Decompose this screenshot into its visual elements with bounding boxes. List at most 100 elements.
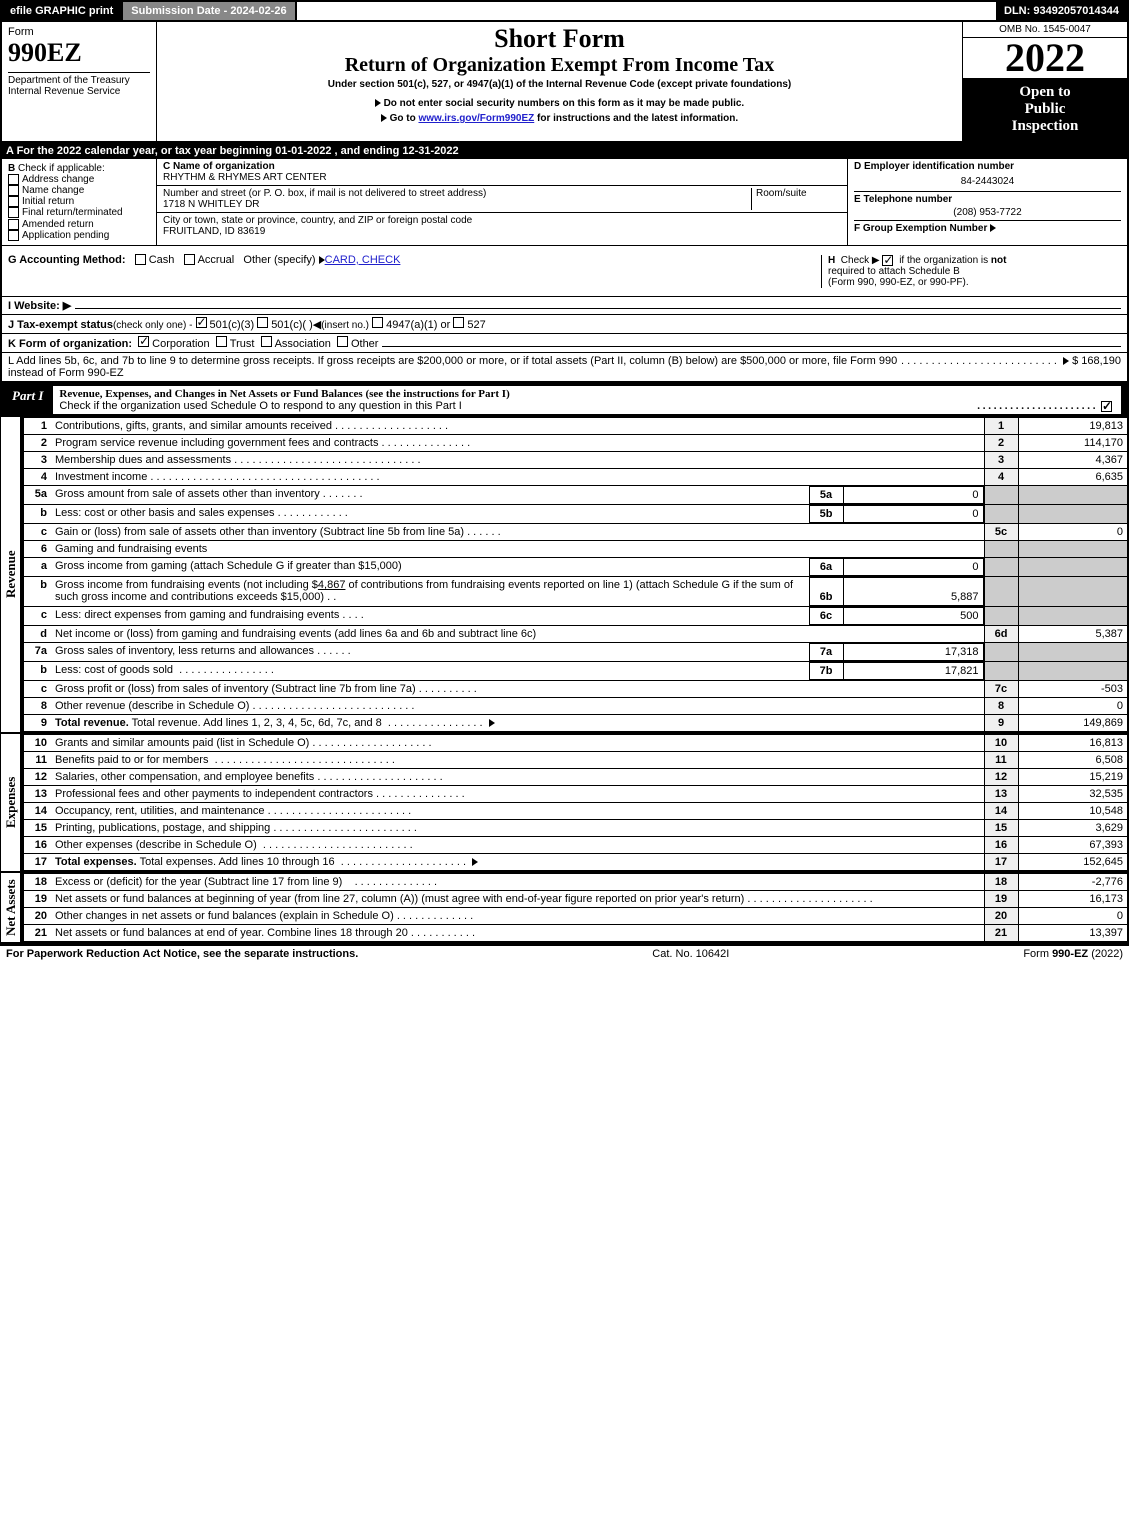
checkbox-501c3[interactable] bbox=[196, 317, 207, 328]
row-10: 10Grants and similar amounts paid (list … bbox=[23, 734, 1128, 751]
row-15: 15Printing, publications, postage, and s… bbox=[23, 819, 1128, 836]
arrow-icon bbox=[375, 99, 381, 107]
opt-accrual: Accrual bbox=[198, 254, 235, 266]
arrow-icon bbox=[381, 114, 387, 122]
row-3: 3Membership dues and assessments . . . .… bbox=[23, 451, 1128, 468]
accounting-method-value[interactable]: CARD, CHECK bbox=[325, 254, 401, 266]
org-address: 1718 N WHITLEY DR bbox=[163, 199, 260, 210]
checkbox-527[interactable] bbox=[453, 317, 464, 328]
arrow-icon bbox=[990, 224, 996, 232]
title-short-form: Short Form bbox=[163, 24, 956, 54]
b-label: B bbox=[8, 163, 15, 174]
checkbox-application-pending[interactable] bbox=[8, 230, 19, 241]
f-group-label: F Group Exemption Number bbox=[854, 223, 987, 234]
row-14: 14Occupancy, rent, utilities, and mainte… bbox=[23, 802, 1128, 819]
opt-association: Association bbox=[275, 338, 331, 350]
h-text1: if the organization is bbox=[899, 255, 991, 266]
h-not: not bbox=[991, 255, 1007, 266]
checkbox-final-return[interactable] bbox=[8, 207, 19, 218]
footer-form-no: 990-EZ bbox=[1052, 948, 1088, 960]
opt-other-org: Other bbox=[351, 338, 379, 350]
checkbox-address-change[interactable] bbox=[8, 174, 19, 185]
dept-treasury: Department of the Treasury bbox=[8, 75, 150, 86]
opt-501c: 501(c)( ) bbox=[271, 319, 313, 331]
row-13: 13Professional fees and other payments t… bbox=[23, 785, 1128, 802]
j-label: J Tax-exempt status bbox=[8, 319, 113, 331]
opt-initial-return: Initial return bbox=[22, 196, 74, 207]
ein-value: 84-2443024 bbox=[854, 172, 1121, 191]
part-1-title-sub: (see the instructions for Part I) bbox=[365, 388, 509, 400]
row-7a: 7aGross sales of inventory, less returns… bbox=[23, 642, 1128, 661]
efile-print-button[interactable]: efile GRAPHIC print bbox=[2, 2, 121, 20]
checkbox-schedule-b[interactable] bbox=[882, 255, 893, 266]
checkbox-trust[interactable] bbox=[216, 336, 227, 347]
checkbox-501c[interactable] bbox=[257, 317, 268, 328]
opt-application-pending: Application pending bbox=[22, 230, 109, 241]
dln: DLN: 93492057014344 bbox=[996, 2, 1127, 20]
part-1-check-line: Check if the organization used Schedule … bbox=[59, 400, 461, 412]
phone-value: (208) 953-7722 bbox=[854, 205, 1121, 220]
j-sub: (check only one) - bbox=[113, 320, 192, 331]
checkbox-other-org[interactable] bbox=[337, 336, 348, 347]
room-label: Room/suite bbox=[756, 188, 807, 199]
checkbox-cash[interactable] bbox=[135, 254, 146, 265]
h-text2: required to attach Schedule B bbox=[828, 266, 960, 277]
row-11: 11Benefits paid to or for members . . . … bbox=[23, 751, 1128, 768]
checkbox-corporation[interactable] bbox=[138, 336, 149, 347]
opt-final-return: Final return/terminated bbox=[22, 208, 123, 219]
checkbox-accrual[interactable] bbox=[184, 254, 195, 265]
opt-trust: Trust bbox=[230, 338, 255, 350]
opt-amended-return: Amended return bbox=[22, 219, 94, 230]
paperwork-notice: For Paperwork Reduction Act Notice, see … bbox=[6, 948, 358, 960]
opt-4947: 4947(a)(1) or bbox=[386, 319, 450, 331]
form-header: Form 990EZ Department of the Treasury In… bbox=[0, 22, 1129, 143]
checkbox-initial-return[interactable] bbox=[8, 196, 19, 207]
net-assets-table: 18Excess or (deficit) for the year (Subt… bbox=[22, 873, 1129, 942]
row-7c: cGross profit or (loss) from sales of in… bbox=[23, 680, 1128, 697]
part-1-header: Part I Revenue, Expenses, and Changes in… bbox=[0, 383, 1129, 417]
insert-no: (insert no.) bbox=[321, 320, 369, 331]
fundraising-amount: 4,867 bbox=[318, 579, 346, 591]
form-word: Form bbox=[8, 26, 34, 38]
opt-address-change: Address change bbox=[22, 174, 94, 185]
footer-form-year: (2022) bbox=[1088, 948, 1123, 960]
expenses-table: 10Grants and similar amounts paid (list … bbox=[22, 734, 1129, 871]
revenue-table: 1Contributions, gifts, grants, and simil… bbox=[22, 417, 1129, 732]
page-footer: For Paperwork Reduction Act Notice, see … bbox=[0, 944, 1129, 962]
net-assets-label: Net Assets bbox=[0, 873, 22, 942]
checkbox-4947[interactable] bbox=[372, 317, 383, 328]
row-2: 2Program service revenue including gover… bbox=[23, 434, 1128, 451]
g-label: G Accounting Method: bbox=[8, 254, 126, 266]
other-org-field[interactable] bbox=[382, 346, 1121, 347]
checkbox-association[interactable] bbox=[261, 336, 272, 347]
opt-501c3: 501(c)(3) bbox=[210, 319, 255, 331]
opt-527: 527 bbox=[467, 319, 485, 331]
goto-post: for instructions and the latest informat… bbox=[534, 113, 738, 124]
irs-link[interactable]: www.irs.gov/Form990EZ bbox=[418, 113, 534, 124]
checkbox-schedule-o-part1[interactable] bbox=[1101, 401, 1112, 412]
row-21: 21Net assets or fund balances at end of … bbox=[23, 924, 1128, 941]
checkbox-amended-return[interactable] bbox=[8, 219, 19, 230]
row-5c: cGain or (loss) from sale of assets othe… bbox=[23, 523, 1128, 540]
checkbox-name-change[interactable] bbox=[8, 185, 19, 196]
subtitle: Return of Organization Exempt From Incom… bbox=[163, 54, 956, 77]
row-5b: bLess: cost or other basis and sales exp… bbox=[23, 504, 1128, 523]
row-6d: dNet income or (loss) from gaming and fu… bbox=[23, 625, 1128, 642]
website-field[interactable] bbox=[75, 308, 1121, 309]
row-19: 19Net assets or fund balances at beginni… bbox=[23, 890, 1128, 907]
section-a-tax-year: A For the 2022 calendar year, or tax yea… bbox=[0, 143, 1129, 159]
row-1: 1Contributions, gifts, grants, and simil… bbox=[23, 417, 1128, 434]
open-to: Open to bbox=[969, 84, 1121, 101]
inspection: Inspection bbox=[969, 118, 1121, 135]
opt-cash: Cash bbox=[149, 254, 175, 266]
i-website-label: I Website: ▶ bbox=[8, 299, 71, 312]
public: Public bbox=[969, 101, 1121, 118]
org-info-block: B Check if applicable: Address change Na… bbox=[0, 159, 1129, 246]
row-9: 9Total revenue. Total revenue. Add lines… bbox=[23, 714, 1128, 731]
row-4: 4Investment income . . . . . . . . . . .… bbox=[23, 468, 1128, 485]
h-check: Check ▶ bbox=[841, 255, 880, 266]
l-text: L Add lines 5b, 6c, and 7b to line 9 to … bbox=[8, 355, 898, 379]
revenue-label: Revenue bbox=[0, 417, 22, 732]
e-phone-label: E Telephone number bbox=[854, 194, 952, 205]
row-12: 12Salaries, other compensation, and empl… bbox=[23, 768, 1128, 785]
